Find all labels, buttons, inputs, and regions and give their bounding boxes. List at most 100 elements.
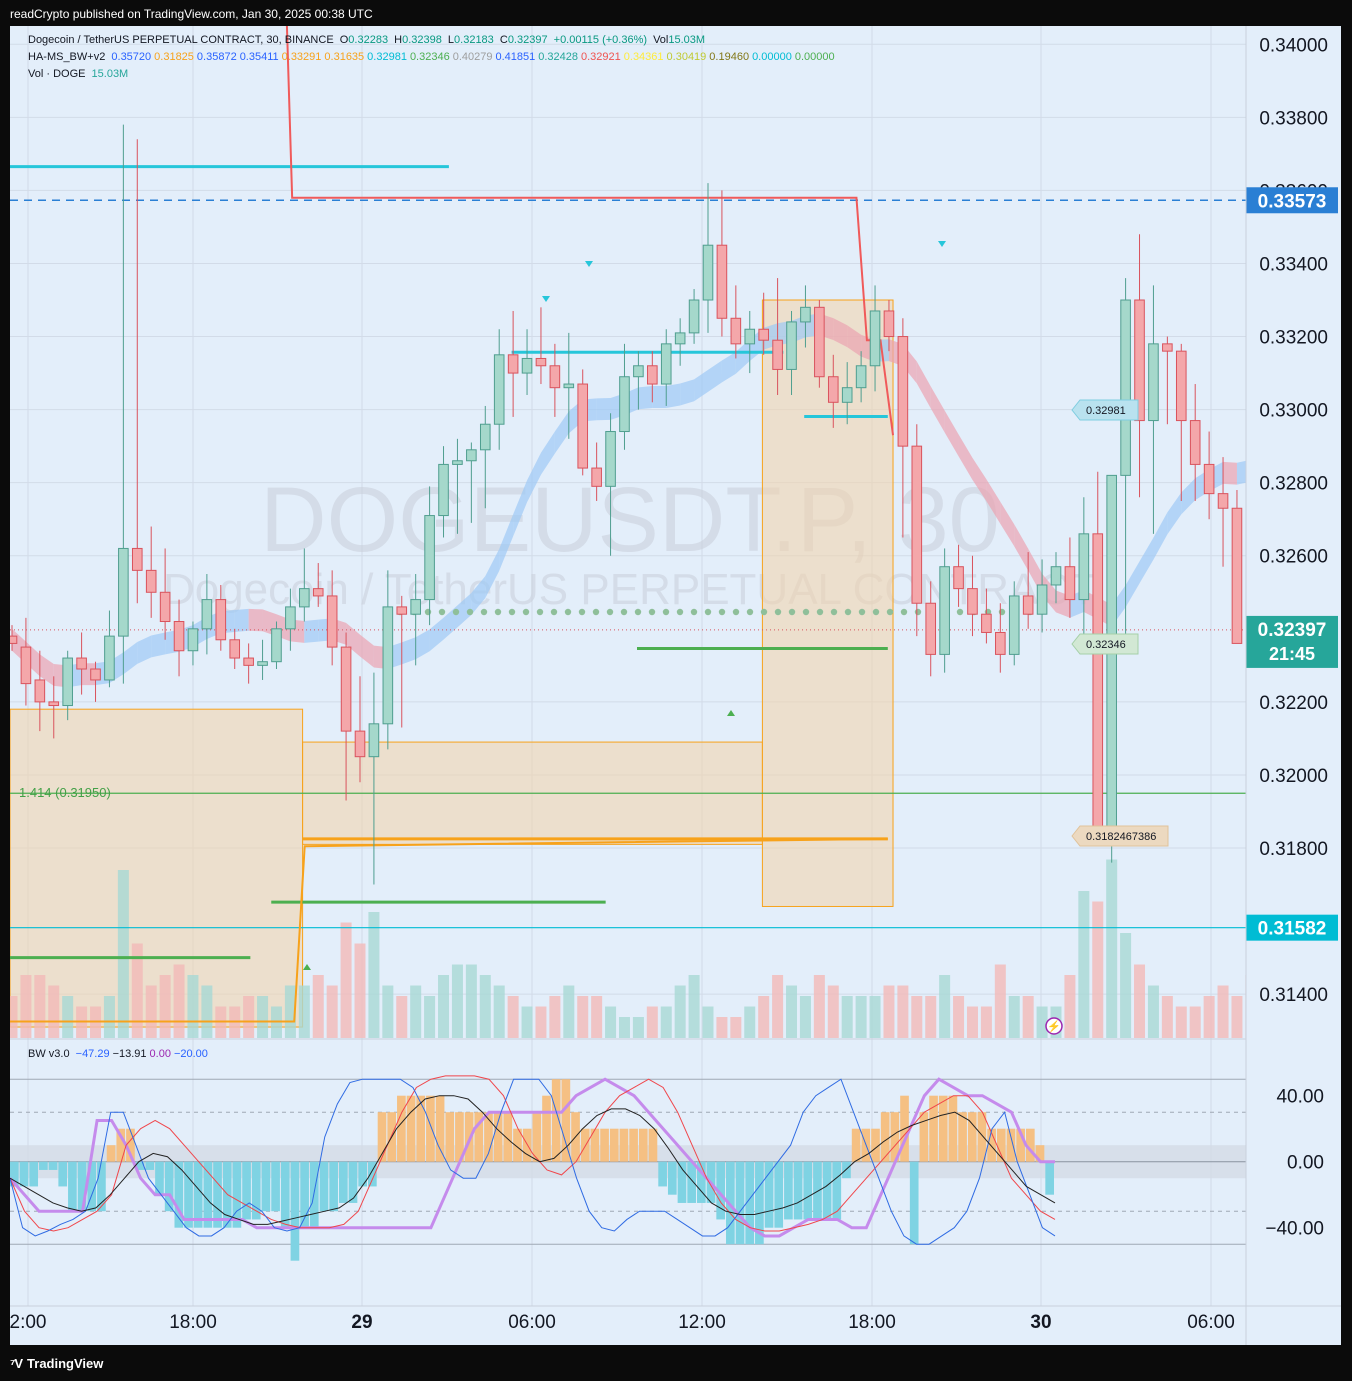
candle-body-18[interactable] [257, 661, 268, 666]
candle-body-45[interactable] [633, 365, 644, 378]
candle-body-74[interactable] [1036, 584, 1048, 615]
candle-body-85[interactable] [1189, 420, 1201, 465]
candle-body-30[interactable] [424, 515, 435, 601]
candle-body-62[interactable] [869, 310, 881, 367]
candles[interactable] [6, 124, 1271, 885]
candle-body-33[interactable] [466, 449, 477, 462]
candle-body-38[interactable] [535, 357, 547, 367]
candle-body-0[interactable] [6, 635, 18, 644]
candle-body-34[interactable] [479, 423, 491, 451]
candle-body-12[interactable] [173, 621, 185, 652]
candle-body-28[interactable] [396, 606, 408, 615]
candle-body-11[interactable] [159, 591, 171, 623]
candle-body-64[interactable] [897, 336, 909, 447]
candle-body-47[interactable] [660, 343, 672, 385]
candle-body-21[interactable] [299, 588, 310, 608]
candle-body-57[interactable] [800, 306, 811, 323]
candle-body-22[interactable] [312, 588, 324, 597]
candle-body-24[interactable] [340, 646, 352, 732]
candle-body-19[interactable] [271, 628, 282, 663]
volume-legend[interactable]: Vol · DOGE 15.03M [28, 68, 131, 80]
candle-body-76[interactable] [1064, 566, 1076, 601]
candle-body-16[interactable] [229, 639, 241, 659]
symbol-legend[interactable]: Dogecoin / TetherUS PERPETUAL CONTRACT, … [28, 34, 708, 46]
tradingview-brand[interactable]: ⁷V TradingView [10, 1356, 103, 1371]
candle-body-63[interactable] [883, 310, 895, 338]
candle-body-56[interactable] [786, 321, 797, 370]
candle-body-10[interactable] [145, 569, 157, 593]
bw-indicator-legend[interactable]: BW v3.0 −47.29 −13.91 0.00 −20.00 [28, 1048, 211, 1060]
candle-body-37[interactable] [521, 357, 533, 374]
candle-body-71[interactable] [995, 631, 1006, 655]
candle-body-41[interactable] [577, 383, 589, 469]
candle-body-79[interactable] [1106, 474, 1117, 845]
ha-indicator-legend[interactable]: HA-MS_BW+v2 0.35720 0.31825 0.35872 0.35411… [28, 51, 838, 63]
candle-body-2[interactable] [34, 679, 46, 703]
candle-body-48[interactable] [674, 332, 686, 345]
candle-body-36[interactable] [507, 354, 519, 374]
candle-body-5[interactable] [76, 657, 87, 670]
candle-body-15[interactable] [215, 599, 227, 641]
candle-body-84[interactable] [1175, 350, 1187, 422]
candle-body-78[interactable] [1092, 533, 1104, 845]
lightning-icon[interactable] [1045, 1017, 1063, 1035]
candle-body-26[interactable] [368, 723, 380, 758]
candle-body-65[interactable] [911, 445, 923, 604]
candle-body-87[interactable] [1217, 493, 1229, 509]
candle-body-67[interactable] [939, 566, 950, 655]
candle-body-7[interactable] [104, 635, 115, 681]
candle-body-13[interactable] [187, 628, 199, 652]
candle-body-43[interactable] [605, 431, 616, 487]
candle-body-9[interactable] [131, 547, 143, 571]
candle-body-40[interactable] [563, 383, 575, 389]
candle-body-86[interactable] [1203, 463, 1215, 495]
candle-body-69[interactable] [967, 588, 978, 615]
candle-body-75[interactable] [1050, 566, 1062, 586]
candle-body-3[interactable] [48, 701, 60, 707]
candle-body-59[interactable] [827, 376, 839, 403]
candle-body-32[interactable] [452, 460, 463, 465]
candle-body-46[interactable] [647, 365, 658, 385]
candle-body-4[interactable] [62, 657, 73, 707]
candle-body-70[interactable] [981, 613, 992, 633]
candle-body-68[interactable] [953, 566, 964, 590]
candle-body-6[interactable] [90, 668, 101, 681]
candle-body-54[interactable] [758, 328, 769, 341]
candle-body-31[interactable] [438, 463, 449, 517]
candle-body-14[interactable] [201, 599, 213, 630]
candle-body-44[interactable] [619, 376, 630, 433]
candle-body-35[interactable] [493, 354, 505, 425]
bw-pane[interactable]: 40.00 0.00 −40.00 [8, 1038, 1341, 1306]
candle-body-81[interactable] [1134, 299, 1145, 422]
candle-body-20[interactable] [285, 606, 296, 630]
candle-body-83[interactable] [1162, 343, 1173, 352]
candle-body-29[interactable] [410, 599, 421, 615]
candle-body-55[interactable] [772, 339, 783, 370]
candle-body-39[interactable] [549, 365, 561, 389]
candle-body-8[interactable] [118, 547, 129, 637]
chart-canvas[interactable]: DOGEUSDT.P, 30 Dogecoin / TetherUS PERPE… [6, 25, 1341, 1345]
candle-body-88[interactable] [1231, 507, 1243, 644]
candle-body-52[interactable] [730, 317, 742, 345]
candle-body-27[interactable] [382, 606, 394, 725]
time-axis[interactable]: 2:00 18:00 29 06:00 12:00 18:00 30 06:00 [10, 26, 1341, 1345]
candle-body-25[interactable] [354, 730, 366, 758]
candle-body-72[interactable] [1008, 595, 1020, 655]
candle-body-42[interactable] [591, 467, 602, 487]
candle-body-1[interactable] [20, 646, 32, 685]
candle-body-73[interactable] [1022, 595, 1034, 615]
candle-body-82[interactable] [1148, 343, 1159, 422]
candle-body-17[interactable] [243, 657, 254, 666]
candle-body-23[interactable] [326, 595, 338, 648]
candle-body-80[interactable] [1120, 299, 1131, 476]
candle-body-51[interactable] [716, 244, 728, 319]
candle-body-53[interactable] [744, 328, 756, 345]
candle-body-58[interactable] [814, 306, 825, 378]
candle-body-50[interactable] [702, 244, 714, 301]
chart-area[interactable]: DOGEUSDT.P, 30 Dogecoin / TetherUS PERPE… [6, 25, 1341, 1345]
candle-body-66[interactable] [925, 602, 937, 655]
candle-body-61[interactable] [855, 365, 867, 389]
candle-body-49[interactable] [688, 299, 700, 334]
candle-body-77[interactable] [1078, 533, 1090, 601]
candle-body-60[interactable] [841, 387, 853, 403]
